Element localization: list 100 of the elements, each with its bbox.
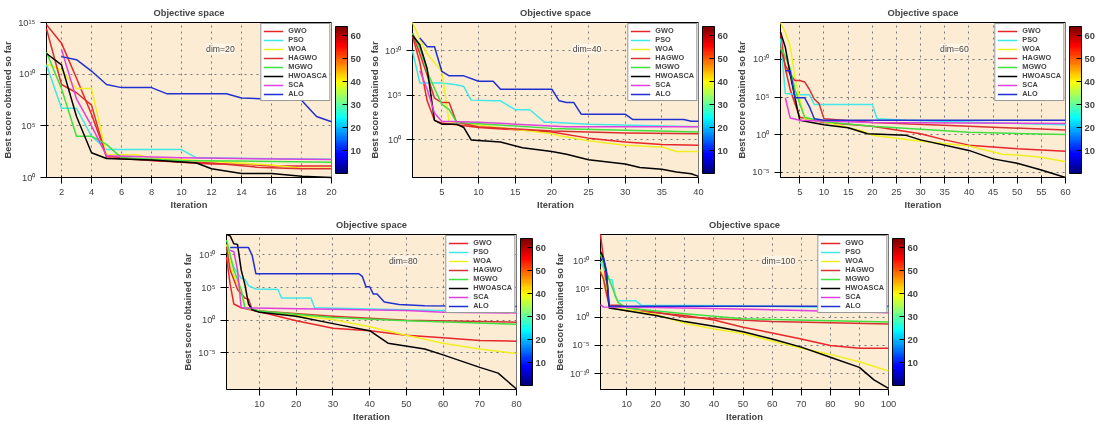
color-bar-label: 30 <box>1084 99 1095 110</box>
x-tick-label: 14 <box>236 186 247 197</box>
x-tick-label: 30 <box>915 186 926 197</box>
x-tick-label: 40 <box>708 398 720 409</box>
y-axis-title: Best score obtained so far <box>555 253 566 371</box>
x-tick-label: 35 <box>939 186 950 197</box>
x-axis-title: Iteration <box>726 411 764 422</box>
x-tick-label: 15 <box>509 186 521 197</box>
y-tick-label: 10⁻¹⁰ <box>570 368 591 379</box>
chart-title: Objective space <box>708 219 781 230</box>
x-tick-label: 20 <box>291 398 302 409</box>
chart-title: Objective space <box>153 7 225 18</box>
x-tick-label: 50 <box>401 398 412 409</box>
y-tick-label: 10⁰ <box>576 312 591 323</box>
annotation: dim=20 <box>206 43 235 54</box>
x-tick-label: 10 <box>254 398 265 409</box>
color-bar-label: 30 <box>535 311 546 322</box>
x-axis-title: Iteration <box>537 199 575 210</box>
x-tick-label: 55 <box>1036 186 1047 197</box>
y-tick-label: 10¹⁰ <box>385 46 403 56</box>
y-tick-label: 10⁵ <box>387 90 402 101</box>
x-tick-label: 10 <box>621 398 632 409</box>
color-bar-label: 40 <box>350 76 361 87</box>
x-tick-label: 30 <box>327 398 339 409</box>
x-tick-label: 16 <box>266 186 277 197</box>
y-tick-label: 10⁰ <box>202 315 217 326</box>
color-bar-label: 20 <box>350 122 361 133</box>
color-bar-label: 60 <box>907 242 918 253</box>
x-tick-label: 10 <box>818 186 830 197</box>
y-axis-title: Best score obtained so far <box>737 41 748 159</box>
y-tick-label: 10⁵ <box>755 92 770 103</box>
color-bar-label: 40 <box>907 288 918 299</box>
x-tick-label: 35 <box>656 186 668 197</box>
y-tick-label: 10¹⁰ <box>19 69 37 80</box>
x-tick-label: 100 <box>880 398 897 409</box>
x-tick-label: 20 <box>546 186 558 197</box>
color-bar-label: 60 <box>717 30 728 41</box>
x-tick-label: 25 <box>583 186 594 197</box>
x-axis-title: Iteration <box>170 199 208 210</box>
x-tick-label: 40 <box>963 186 975 197</box>
y-tick-label: 10⁵ <box>575 283 590 294</box>
annotation: dim=40 <box>572 43 602 54</box>
color-bar-label: 20 <box>535 334 546 345</box>
x-tick-label: 30 <box>619 186 631 197</box>
x-tick-label: 20 <box>650 398 661 409</box>
y-tick-label: 10⁰ <box>388 134 403 145</box>
y-tick-label: 10⁻⁵ <box>572 340 590 351</box>
annotation: dim=80 <box>388 255 418 266</box>
x-axis-title: Iteration <box>353 411 391 422</box>
color-bar-label: 50 <box>350 53 361 64</box>
x-tick-label: 90 <box>854 398 865 409</box>
x-tick-label: 5 <box>439 186 445 197</box>
y-tick-label: 10⁰ <box>756 129 771 140</box>
color-bar-label: 60 <box>1084 30 1095 41</box>
y-tick-label: 10⁻⁵ <box>752 167 770 178</box>
y-axis-title: Best score obtained so far <box>370 41 381 159</box>
y-tick-label: 10⁵ <box>201 282 216 293</box>
color-bar-label: 20 <box>1084 122 1095 133</box>
color-bar-label: 50 <box>907 265 918 276</box>
color-bar-label: 20 <box>717 122 728 133</box>
y-tick-label: 10¹⁰ <box>573 255 591 266</box>
chart-title: Objective space <box>519 7 592 18</box>
color-bar-label: 30 <box>717 99 728 110</box>
y-tick-label: 10⁵ <box>21 120 36 131</box>
x-tick-label: 20 <box>867 186 878 197</box>
color-bar-label: 20 <box>907 334 918 345</box>
x-tick-label: 25 <box>891 186 902 197</box>
color-bar-label: 30 <box>350 99 361 110</box>
x-tick-label: 10 <box>176 186 187 197</box>
x-tick-label: 60 <box>437 398 449 409</box>
color-bar-label: 50 <box>717 53 728 64</box>
color-bar-label: 60 <box>535 242 546 253</box>
x-tick-label: 5 <box>797 186 803 197</box>
y-tick-label: 10¹⁰ <box>753 54 771 65</box>
x-tick-label: 40 <box>693 186 704 197</box>
x-tick-label: 6 <box>118 186 125 197</box>
x-tick-label: 80 <box>511 398 522 409</box>
color-bar-label: 10 <box>350 145 361 156</box>
y-axis-title: Best score obtained so far <box>183 253 194 371</box>
color-bar-label: 10 <box>535 357 546 368</box>
annotation: dim=100 <box>761 255 796 266</box>
color-bar-label: 30 <box>907 311 918 322</box>
y-axis-title: Best score obtained so far <box>3 41 14 159</box>
x-tick-label: 10 <box>473 186 484 197</box>
x-tick-label: 15 <box>842 186 854 197</box>
y-tick-label: 10¹⁵ <box>18 17 36 28</box>
x-tick-label: 80 <box>825 398 836 409</box>
chart-title: Objective space <box>335 219 408 230</box>
color-bar-label: 50 <box>1084 53 1095 64</box>
x-tick-label: 60 <box>766 398 778 409</box>
x-axis-title: Iteration <box>904 199 942 210</box>
color-bar-label: 40 <box>1084 76 1095 87</box>
x-tick-label: 4 <box>88 186 95 197</box>
color-bar-label: 10 <box>907 357 918 368</box>
x-tick-label: 2 <box>58 186 65 197</box>
x-tick-label: 50 <box>737 398 749 409</box>
color-bar-label: 10 <box>717 145 728 156</box>
x-tick-label: 12 <box>206 186 217 197</box>
color-bar-label: 60 <box>350 30 361 41</box>
color-bar-label: 10 <box>1084 145 1095 156</box>
